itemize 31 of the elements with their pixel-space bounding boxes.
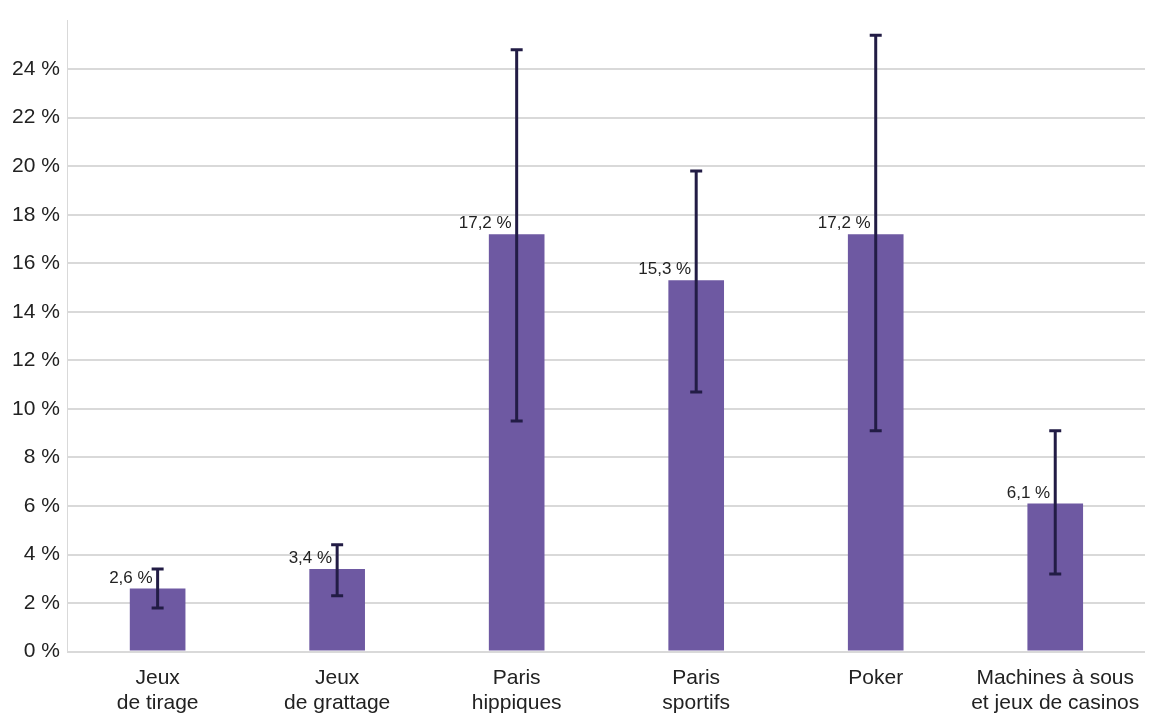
bar: [309, 569, 365, 651]
x-tick-label: Machines à sous et jeux de casinos: [971, 665, 1140, 714]
x-tick-label: Paris hippiques: [471, 665, 562, 714]
bar: [1027, 503, 1084, 651]
data-label: 15,3 %: [638, 259, 692, 279]
x-tick-label: Jeux de grattage: [284, 665, 391, 714]
bar: [668, 280, 725, 651]
y-tick-label: 22 %: [11, 104, 60, 128]
data-label: 17,2 %: [817, 213, 871, 233]
y-tick-label: 6 %: [23, 492, 60, 516]
y-tick-label: 0 %: [23, 638, 60, 662]
bar: [488, 234, 545, 651]
y-tick-label: 12 %: [11, 347, 60, 371]
y-tick-label: 14 %: [11, 298, 60, 322]
y-tick-label: 18 %: [11, 201, 60, 225]
data-label: 2,6 %: [109, 567, 153, 587]
y-tick-label: 24 %: [11, 55, 60, 79]
y-tick-label: 16 %: [11, 250, 60, 274]
y-tick-label: 10 %: [11, 395, 60, 419]
bar: [847, 234, 904, 651]
y-tick-label: 8 %: [23, 444, 60, 468]
data-label: 3,4 %: [288, 548, 333, 568]
bar: [129, 588, 186, 651]
data-label: 6,1 %: [1006, 482, 1051, 502]
data-label: 17,2 %: [458, 213, 512, 233]
x-tick-label: Jeux de tirage: [116, 665, 199, 714]
y-tick-label: 20 %: [11, 153, 60, 177]
y-tick-label: 2 %: [23, 589, 60, 613]
x-tick-label: Paris sportifs: [662, 665, 731, 714]
y-tick-label: 4 %: [23, 541, 60, 565]
x-tick-label: Poker: [848, 665, 904, 688]
